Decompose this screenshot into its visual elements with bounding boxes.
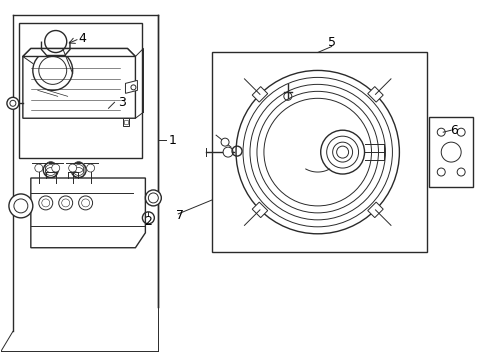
Text: 5: 5 xyxy=(327,36,335,49)
Text: 1: 1 xyxy=(168,134,176,147)
Polygon shape xyxy=(428,117,472,187)
Circle shape xyxy=(9,194,33,218)
Circle shape xyxy=(436,168,444,176)
Circle shape xyxy=(236,71,399,234)
Circle shape xyxy=(41,199,50,207)
Circle shape xyxy=(86,164,94,172)
Circle shape xyxy=(440,142,460,162)
Text: 4: 4 xyxy=(79,32,86,45)
Circle shape xyxy=(14,199,28,213)
Circle shape xyxy=(39,196,53,210)
Text: 3: 3 xyxy=(118,96,126,109)
Circle shape xyxy=(456,168,464,176)
Polygon shape xyxy=(123,118,129,126)
Circle shape xyxy=(436,128,444,136)
Circle shape xyxy=(145,190,161,206)
Circle shape xyxy=(131,85,136,90)
Circle shape xyxy=(148,193,158,203)
Circle shape xyxy=(52,164,60,172)
Polygon shape xyxy=(367,202,383,217)
Circle shape xyxy=(68,164,77,172)
Polygon shape xyxy=(124,120,128,124)
Circle shape xyxy=(320,130,364,174)
Polygon shape xyxy=(252,202,267,217)
Circle shape xyxy=(81,199,89,207)
Text: 2: 2 xyxy=(144,215,152,228)
Circle shape xyxy=(221,138,228,146)
Text: 6: 6 xyxy=(449,124,457,137)
Circle shape xyxy=(59,196,73,210)
Circle shape xyxy=(61,199,69,207)
Text: 7: 7 xyxy=(176,210,184,222)
Polygon shape xyxy=(23,49,135,57)
Polygon shape xyxy=(23,49,135,118)
Circle shape xyxy=(7,97,19,109)
Circle shape xyxy=(35,164,42,172)
Polygon shape xyxy=(252,87,267,102)
Circle shape xyxy=(10,100,16,106)
Circle shape xyxy=(79,196,92,210)
Circle shape xyxy=(456,128,464,136)
Polygon shape xyxy=(367,87,383,102)
Circle shape xyxy=(223,147,233,157)
Polygon shape xyxy=(125,80,137,93)
Polygon shape xyxy=(31,178,145,248)
